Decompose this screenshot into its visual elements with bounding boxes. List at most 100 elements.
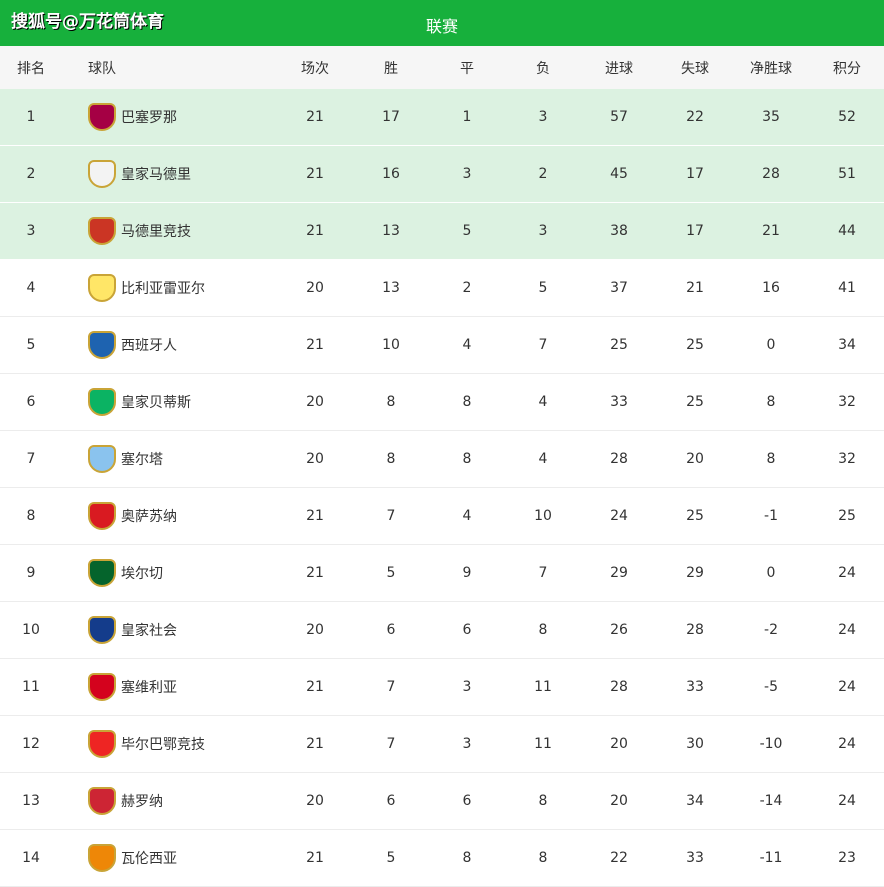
table-row[interactable]: 13 赫罗纳 20 6 6 8 20 34 -14 24 <box>0 773 884 830</box>
played-cell: 21 <box>306 508 324 524</box>
drawn-cell: 1 <box>462 109 472 125</box>
goal-difference-cell: 21 <box>762 223 780 239</box>
table-row[interactable]: 6 皇家贝蒂斯 20 8 8 4 33 25 8 32 <box>0 374 884 431</box>
won-cell: 5 <box>386 850 396 866</box>
team-cell[interactable]: 比利亚雷亚尔 <box>88 274 205 302</box>
goal-difference-cell: 8 <box>766 394 776 410</box>
team-logo-icon <box>88 730 116 758</box>
played-cell: 20 <box>306 280 324 296</box>
goal-difference-cell: -11 <box>759 850 783 866</box>
team-cell[interactable]: 瓦伦西亚 <box>88 844 177 872</box>
team-logo-icon <box>88 160 116 188</box>
won-cell: 10 <box>382 337 400 353</box>
team-name: 赫罗纳 <box>121 794 163 810</box>
header-drawn[interactable]: 平 <box>460 60 474 77</box>
team-logo-icon <box>88 388 116 416</box>
team-logo-icon <box>88 103 116 131</box>
header-rank[interactable]: 排名 <box>17 60 45 77</box>
rank-cell: 12 <box>22 736 40 752</box>
played-cell: 21 <box>306 679 324 695</box>
won-cell: 17 <box>382 109 400 125</box>
team-cell[interactable]: 皇家马德里 <box>88 160 191 188</box>
won-cell: 7 <box>386 508 396 524</box>
goals-against-cell: 34 <box>686 793 704 809</box>
team-cell[interactable]: 毕尔巴鄂竞技 <box>88 730 205 758</box>
standings-table: 1 巴塞罗那 21 17 1 3 57 22 35 52 2 皇家马德里 21 16 3 2 45 17 28 51 3… <box>0 89 884 887</box>
goals-for-cell: 22 <box>610 850 628 866</box>
team-cell[interactable]: 赫罗纳 <box>88 787 163 815</box>
team-logo-icon <box>88 616 116 644</box>
goals-for-cell: 45 <box>610 166 628 182</box>
team-logo-icon <box>88 445 116 473</box>
team-name: 皇家社会 <box>121 623 177 639</box>
lost-cell: 4 <box>538 394 548 410</box>
points-cell: 24 <box>838 565 856 581</box>
goal-difference-cell: 0 <box>766 337 776 353</box>
table-row[interactable]: 8 奥萨苏纳 21 7 4 10 24 25 -1 25 <box>0 488 884 545</box>
team-cell[interactable]: 巴塞罗那 <box>88 103 177 131</box>
drawn-cell: 8 <box>462 850 472 866</box>
team-cell[interactable]: 皇家贝蒂斯 <box>88 388 191 416</box>
team-name: 巴塞罗那 <box>121 110 177 126</box>
goals-for-cell: 28 <box>610 451 628 467</box>
points-cell: 52 <box>838 109 856 125</box>
table-row[interactable]: 3 马德里竞技 21 13 5 3 38 17 21 44 <box>0 203 884 260</box>
header-goal-difference[interactable]: 净胜球 <box>750 60 792 77</box>
goal-difference-cell: -14 <box>759 793 783 809</box>
table-row[interactable]: 14 瓦伦西亚 21 5 8 8 22 33 -11 23 <box>0 830 884 887</box>
points-cell: 24 <box>838 679 856 695</box>
header-points[interactable]: 积分 <box>833 60 861 77</box>
table-row[interactable]: 2 皇家马德里 21 16 3 2 45 17 28 51 <box>0 146 884 203</box>
rank-cell: 14 <box>22 850 40 866</box>
points-cell: 23 <box>838 850 856 866</box>
points-cell: 24 <box>838 622 856 638</box>
lost-cell: 2 <box>538 166 548 182</box>
goals-for-cell: 20 <box>610 793 628 809</box>
points-cell: 41 <box>838 280 856 296</box>
header-played[interactable]: 场次 <box>301 60 329 77</box>
header-team[interactable]: 球队 <box>88 60 116 77</box>
lost-cell: 11 <box>534 679 552 695</box>
played-cell: 21 <box>306 736 324 752</box>
team-cell[interactable]: 奥萨苏纳 <box>88 502 177 530</box>
team-cell[interactable]: 埃尔切 <box>88 559 163 587</box>
goals-against-cell: 28 <box>686 622 704 638</box>
header-goals-against[interactable]: 失球 <box>681 60 709 77</box>
rank-cell: 8 <box>26 508 36 524</box>
table-row[interactable]: 5 西班牙人 21 10 4 7 25 25 0 34 <box>0 317 884 374</box>
drawn-cell: 6 <box>462 622 472 638</box>
page-title: 联赛 <box>425 17 458 36</box>
lost-cell: 3 <box>538 109 548 125</box>
watermark: 搜狐号@万花筒体育 <box>11 12 164 32</box>
drawn-cell: 4 <box>462 337 472 353</box>
goals-against-cell: 20 <box>686 451 704 467</box>
team-name: 塞维利亚 <box>121 680 177 696</box>
table-row[interactable]: 1 巴塞罗那 21 17 1 3 57 22 35 52 <box>0 89 884 146</box>
won-cell: 8 <box>386 394 396 410</box>
team-cell[interactable]: 马德里竞技 <box>88 217 191 245</box>
table-row[interactable]: 4 比利亚雷亚尔 20 13 2 5 37 21 16 41 <box>0 260 884 317</box>
table-row[interactable]: 10 皇家社会 20 6 6 8 26 28 -2 24 <box>0 602 884 659</box>
lost-cell: 11 <box>534 736 552 752</box>
lost-cell: 8 <box>538 622 548 638</box>
lost-cell: 8 <box>538 793 548 809</box>
rank-cell: 7 <box>26 451 36 467</box>
team-name: 马德里竞技 <box>121 224 191 240</box>
table-row[interactable]: 9 埃尔切 21 5 9 7 29 29 0 24 <box>0 545 884 602</box>
table-row[interactable]: 7 塞尔塔 20 8 8 4 28 20 8 32 <box>0 431 884 488</box>
team-name: 皇家贝蒂斯 <box>121 395 191 411</box>
team-name: 比利亚雷亚尔 <box>121 281 205 297</box>
header-won[interactable]: 胜 <box>384 60 398 77</box>
header-goals-for[interactable]: 进球 <box>605 60 633 77</box>
table-row[interactable]: 12 毕尔巴鄂竞技 21 7 3 11 20 30 -10 24 <box>0 716 884 773</box>
points-cell: 24 <box>838 793 856 809</box>
team-cell[interactable]: 塞尔塔 <box>88 445 163 473</box>
played-cell: 20 <box>306 622 324 638</box>
table-row[interactable]: 11 塞维利亚 21 7 3 11 28 33 -5 24 <box>0 659 884 716</box>
goal-difference-cell: 28 <box>762 166 780 182</box>
team-cell[interactable]: 西班牙人 <box>88 331 177 359</box>
team-cell[interactable]: 皇家社会 <box>88 616 177 644</box>
rank-cell: 1 <box>26 109 36 125</box>
header-lost[interactable]: 负 <box>536 60 550 77</box>
team-cell[interactable]: 塞维利亚 <box>88 673 177 701</box>
